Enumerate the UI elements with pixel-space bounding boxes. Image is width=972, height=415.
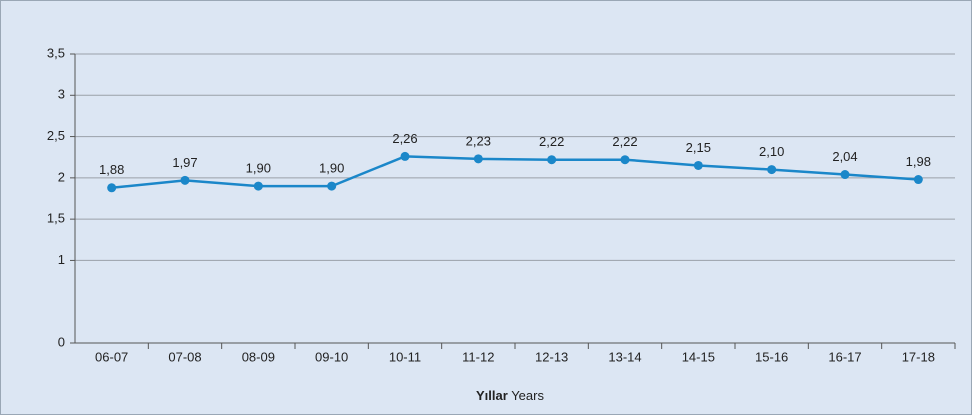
- x-tick-label: 14-15: [682, 349, 715, 364]
- y-tick-label: 3,5: [47, 45, 65, 60]
- data-label: 2,26: [392, 131, 417, 146]
- point: [327, 181, 337, 191]
- point: [180, 175, 190, 185]
- point: [400, 151, 410, 161]
- data-label: 1,90: [246, 161, 271, 176]
- y-tick-label: 2: [58, 169, 65, 184]
- data-label: 1,98: [906, 154, 931, 169]
- point: [840, 170, 850, 180]
- y-tick-label: 2,5: [47, 128, 65, 143]
- x-tick-label: 17-18: [902, 349, 935, 364]
- data-label: 1,88: [99, 162, 124, 177]
- x-tick-label: 13-14: [608, 349, 641, 364]
- data-label: 2,22: [539, 134, 564, 149]
- point: [473, 154, 483, 164]
- x-tick-label: 11-12: [462, 349, 494, 364]
- x-tick-label: 15-16: [755, 349, 788, 364]
- x-tick-label: 10-11: [389, 349, 421, 364]
- y-tick-label: 1: [58, 252, 65, 267]
- x-tick-label: 08-09: [242, 349, 275, 364]
- data-label: 1,97: [172, 155, 197, 170]
- x-tick-label: 06-07: [95, 349, 128, 364]
- x-tick-label: 07-08: [168, 349, 201, 364]
- point: [767, 165, 777, 175]
- point: [913, 175, 923, 185]
- x-tick-label: 09-10: [315, 349, 348, 364]
- y-tick-label: 3: [58, 87, 65, 102]
- point: [107, 183, 117, 193]
- y-tick-label: 0: [58, 334, 65, 349]
- data-label: 1,90: [319, 161, 344, 176]
- data-label: 2,15: [686, 140, 711, 155]
- data-label: 2,10: [759, 144, 784, 159]
- data-label: 2,04: [832, 149, 857, 164]
- x-label-bold: Yıllar: [476, 388, 508, 403]
- x-label: Years: [511, 388, 544, 403]
- data-label: 2,22: [612, 134, 637, 149]
- point: [620, 155, 630, 165]
- x-tick-label: 12-13: [535, 349, 568, 364]
- data-label: 2,23: [466, 133, 491, 148]
- point: [547, 155, 557, 165]
- x-tick-label: 16-17: [828, 349, 861, 364]
- x-axis-label: Yıllar Years: [476, 388, 544, 403]
- point: [253, 181, 263, 191]
- point: [693, 160, 703, 170]
- line: [111, 155, 919, 190]
- y-tick-label: 1,5: [47, 211, 65, 226]
